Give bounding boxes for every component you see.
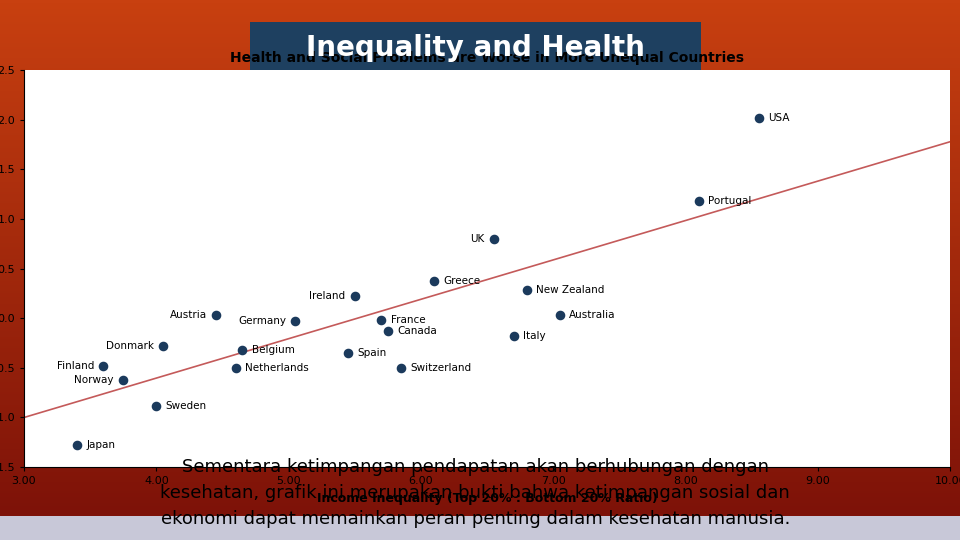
Point bbox=[380, 327, 396, 335]
Text: New Zealand: New Zealand bbox=[537, 286, 605, 295]
Point bbox=[288, 317, 303, 326]
Text: Italy: Italy bbox=[523, 331, 545, 341]
Text: Australia: Australia bbox=[569, 310, 615, 320]
Title: Health and Social Problems are Worse in More Unequal Countries: Health and Social Problems are Worse in … bbox=[230, 51, 744, 65]
Text: Sweden: Sweden bbox=[166, 401, 206, 410]
Point bbox=[519, 286, 535, 295]
Text: USA: USA bbox=[768, 113, 789, 123]
Point bbox=[373, 316, 389, 325]
Text: UK: UK bbox=[470, 234, 485, 244]
Point bbox=[341, 349, 356, 357]
Text: Austria: Austria bbox=[170, 310, 206, 320]
Point bbox=[348, 292, 363, 301]
Text: Norway: Norway bbox=[75, 375, 114, 385]
Text: Greece: Greece bbox=[444, 275, 481, 286]
Point bbox=[96, 362, 111, 370]
Point bbox=[506, 332, 521, 340]
Point bbox=[69, 441, 84, 450]
Text: Portugal: Portugal bbox=[708, 196, 752, 206]
Point bbox=[486, 234, 501, 243]
Point bbox=[751, 113, 766, 122]
Text: Spain: Spain bbox=[357, 348, 387, 358]
Text: Ireland: Ireland bbox=[309, 292, 346, 301]
Text: Donmark: Donmark bbox=[106, 341, 154, 351]
Text: Canada: Canada bbox=[397, 326, 437, 336]
Point bbox=[426, 276, 442, 285]
Text: Finland: Finland bbox=[57, 361, 94, 371]
Text: Germany: Germany bbox=[238, 316, 286, 326]
Point bbox=[208, 311, 224, 320]
Point bbox=[115, 375, 131, 384]
Point bbox=[691, 197, 707, 206]
Text: France: France bbox=[391, 315, 425, 325]
X-axis label: Income Inequality (Top 20% : Bottom 20% Ratio): Income Inequality (Top 20% : Bottom 20% … bbox=[317, 492, 658, 505]
Point bbox=[156, 342, 171, 350]
Text: Inequality and Health: Inequality and Health bbox=[306, 33, 644, 62]
Text: Sementara ketimpangan pendapatan akan berhubungan dengan
kesehatan, grafik ini m: Sementara ketimpangan pendapatan akan be… bbox=[160, 458, 790, 528]
Point bbox=[228, 363, 244, 372]
Point bbox=[149, 401, 164, 410]
Point bbox=[394, 363, 409, 372]
Text: Netherlands: Netherlands bbox=[245, 363, 309, 373]
Text: Belgium: Belgium bbox=[252, 345, 295, 355]
Text: Japan: Japan bbox=[86, 440, 115, 450]
Point bbox=[552, 311, 567, 320]
Bar bbox=[0, 516, 960, 540]
Text: Switzerland: Switzerland bbox=[411, 363, 471, 373]
Point bbox=[234, 346, 250, 354]
